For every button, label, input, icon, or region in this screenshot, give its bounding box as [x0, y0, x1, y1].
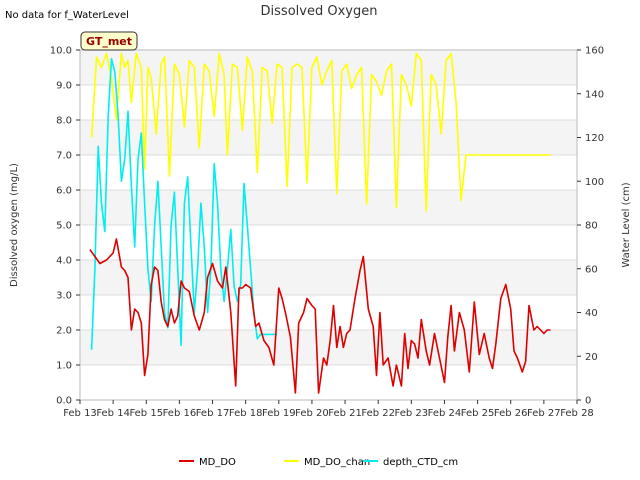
- x-tick-label: Feb 28: [560, 408, 594, 419]
- y-tick-label: 2.0: [56, 326, 72, 337]
- y-axis-ticks: 0.0 1.0 2.0 3.0 4.0 5.0 6.0 7.0 8.0 9.0 10.0: [50, 46, 80, 407]
- x-tick-label: Feb 17: [196, 408, 230, 419]
- series-group: [89, 52, 551, 394]
- y-tick-label: 7.0: [56, 151, 72, 162]
- y2-tick-label: 40: [585, 308, 598, 319]
- y-tick-label: 6.0: [56, 186, 72, 197]
- x-tick-label: Feb 27: [527, 408, 561, 419]
- y-axis-label: Dissolved oxygen (mg/L): [9, 163, 20, 287]
- y2-tick-label: 20: [585, 352, 598, 363]
- y-tick-label: 10.0: [50, 46, 72, 57]
- legend-label-md-do-chan: MD_DO_chan: [304, 457, 370, 468]
- y2-tick-label: 80: [585, 221, 598, 232]
- x-tick-label: Feb 16: [163, 408, 197, 419]
- y2-tick-label: 140: [585, 89, 604, 100]
- y2-axis-label: Water Level (cm): [621, 182, 632, 267]
- series-line-md-do-chan: [90, 52, 551, 212]
- x-tick-label: Feb 26: [494, 408, 528, 419]
- y2-tick-label: 160: [585, 46, 604, 57]
- x-tick-label: Feb 15: [129, 408, 163, 419]
- no-data-note: No data for f_WaterLevel: [5, 10, 129, 21]
- legend-label-depth-ctd: depth_CTD_cm: [383, 457, 458, 468]
- x-tick-label: Feb 23: [395, 408, 429, 419]
- x-tick-label: Feb 21: [328, 408, 362, 419]
- y-tick-label: 0.0: [56, 396, 72, 407]
- grid-band: [80, 190, 577, 225]
- y-tick-label: 5.0: [56, 221, 72, 232]
- x-tick-label: Feb 22: [361, 408, 395, 419]
- x-tick-label: Feb 24: [428, 408, 462, 419]
- chart-title: Dissolved Oxygen: [261, 4, 378, 19]
- x-tick-label: Feb 25: [461, 408, 495, 419]
- y2-tick-label: 100: [585, 177, 604, 188]
- y-tick-label: 3.0: [56, 291, 72, 302]
- y2-tick-label: 60: [585, 264, 598, 275]
- x-axis-ticks: Feb 13 Feb 14 Feb 15 Feb 16 Feb 17 Feb 18 Feb …: [63, 400, 594, 419]
- y-tick-label: 4.0: [56, 256, 72, 267]
- y2-axis-ticks: 0 20 40 60 80 100 120 140 160: [577, 46, 604, 407]
- x-tick-label: Feb 20: [295, 408, 329, 419]
- x-tick-label: Feb 13: [63, 408, 97, 419]
- grid-band: [80, 260, 577, 295]
- y2-tick-label: 0: [585, 396, 591, 407]
- legend: MD_DO MD_DO_chan depth_CTD_cm: [179, 457, 458, 468]
- series-line-md-do: [89, 238, 551, 394]
- x-tick-label: Feb 14: [96, 408, 130, 419]
- y-tick-label: 9.0: [56, 81, 72, 92]
- grid-band: [80, 120, 577, 155]
- y-tick-label: 1.0: [56, 361, 72, 372]
- series-line-depth-ctd-cm: [90, 58, 278, 350]
- grid-bands: [80, 50, 577, 366]
- legend-label-md-do: MD_DO: [199, 457, 236, 468]
- x-tick-label: Feb 19: [262, 408, 296, 419]
- gt-met-badge: GT_met: [86, 35, 132, 48]
- y2-tick-label: 120: [585, 133, 604, 144]
- y-tick-label: 8.0: [56, 116, 72, 127]
- gt-met-badge-box: [80, 31, 138, 51]
- x-tick-label: Feb 18: [229, 408, 263, 419]
